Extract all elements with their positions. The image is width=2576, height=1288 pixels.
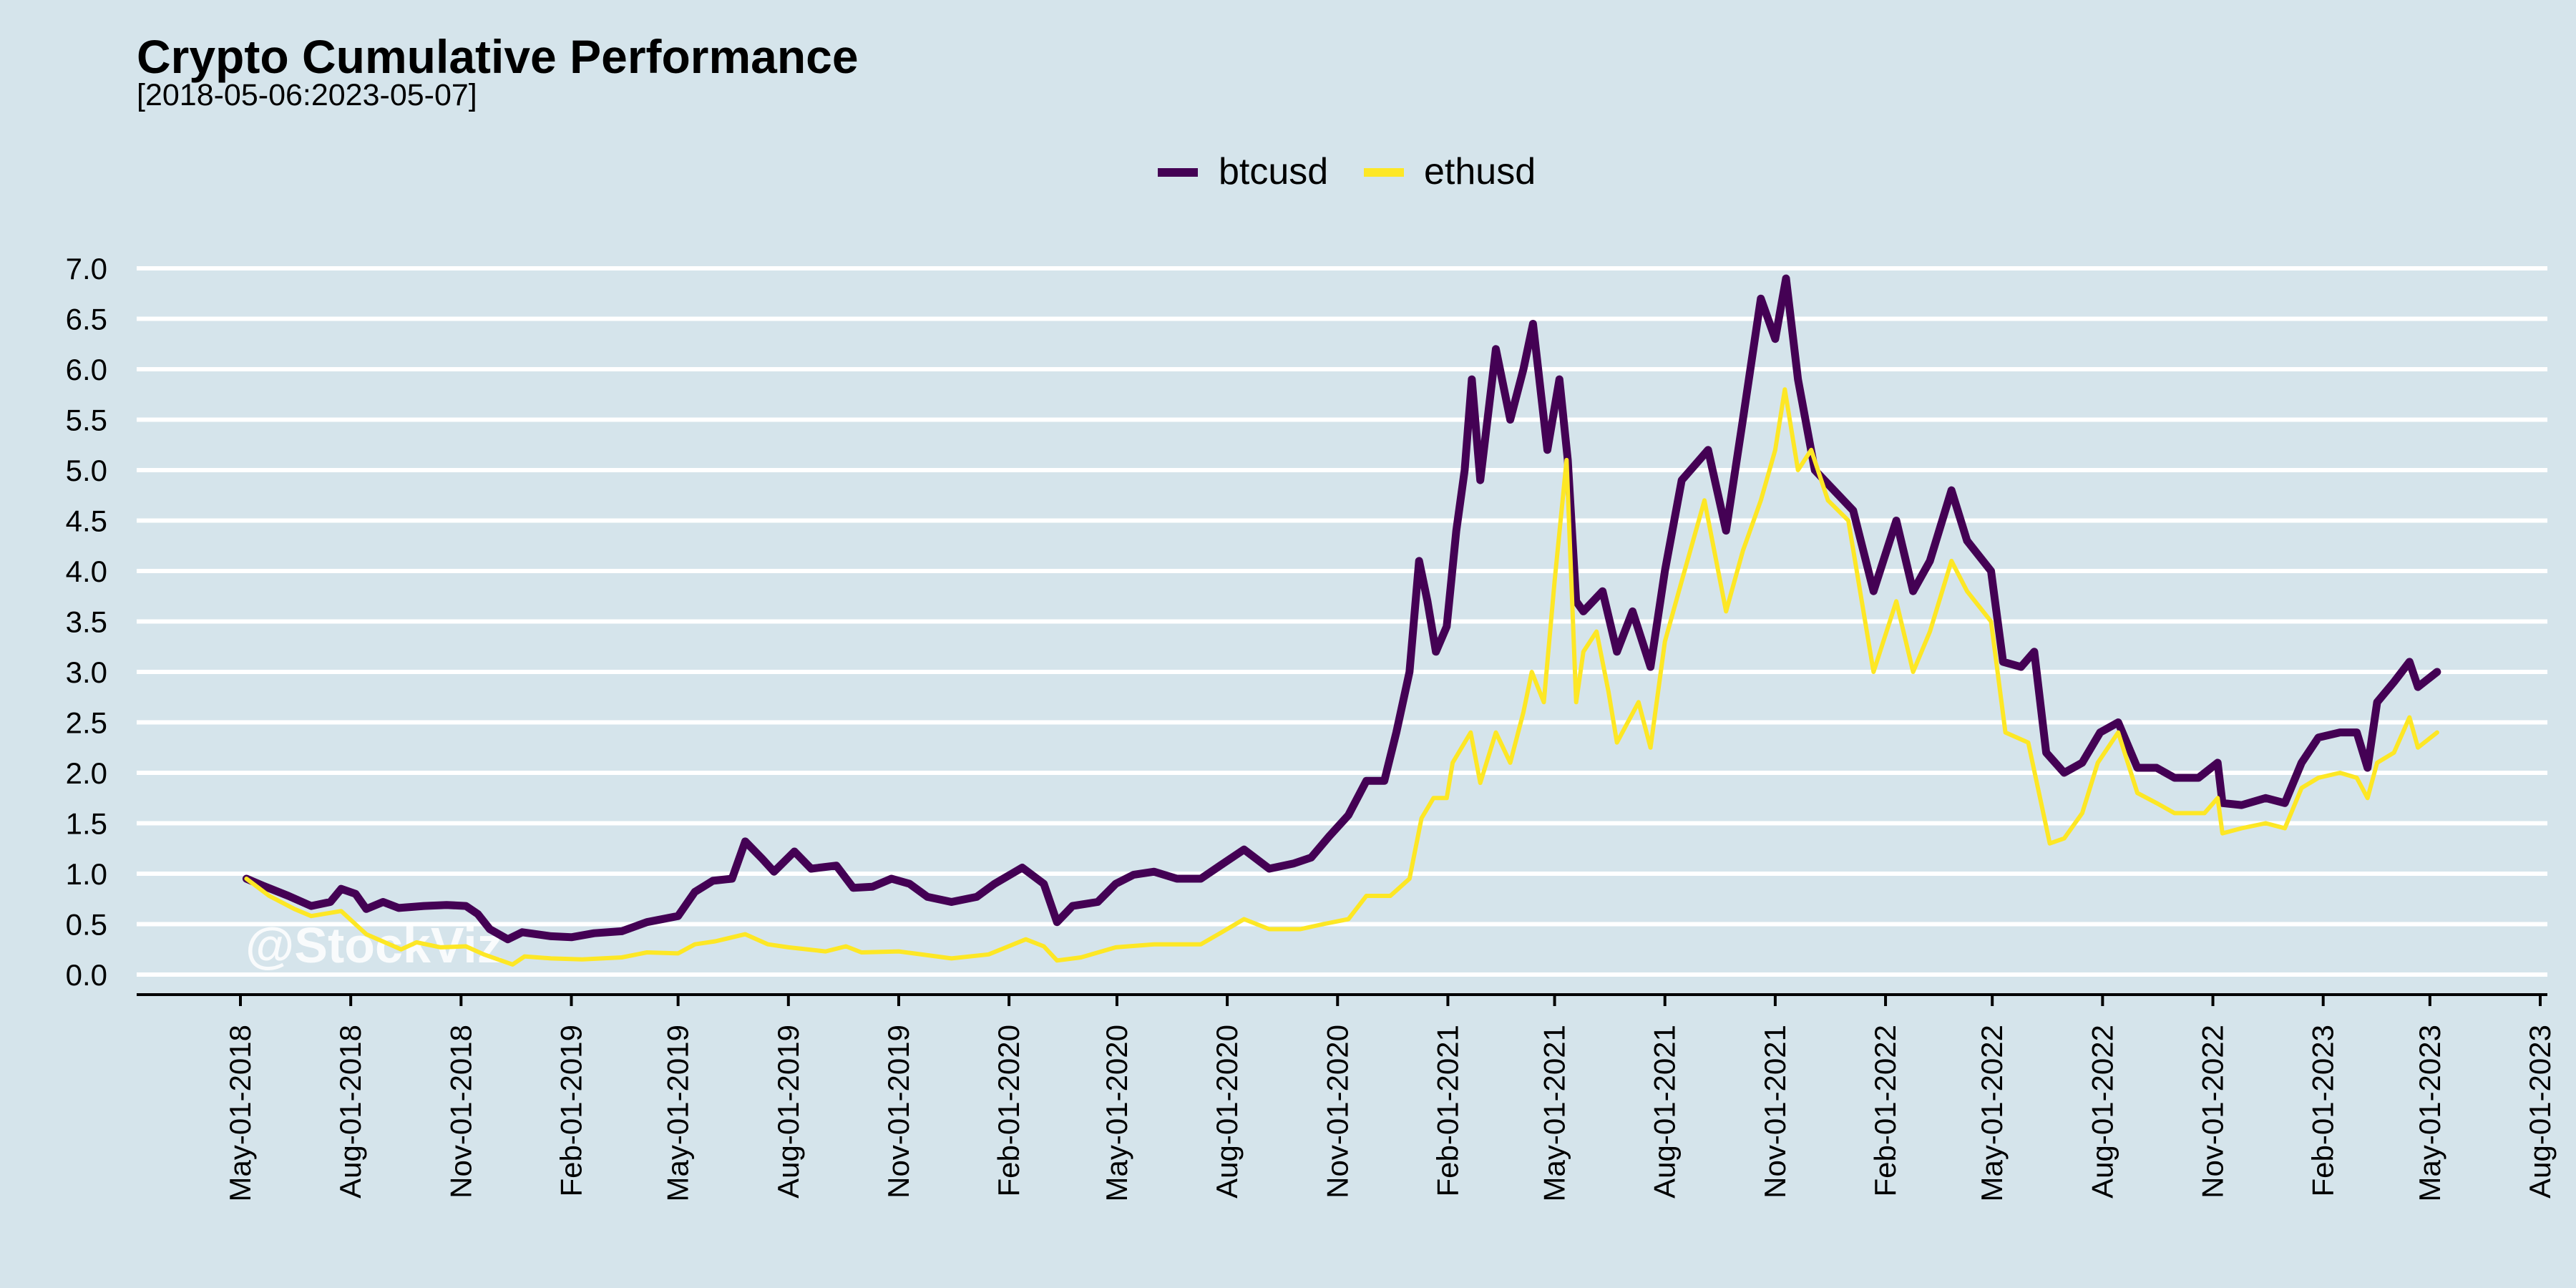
y-tick-label: 0.5: [66, 908, 107, 942]
chart-subtitle: [2018-05-06:2023-05-07]: [137, 78, 477, 112]
y-tick-label: 5.5: [66, 404, 107, 437]
x-tick-label: Feb-01-2023: [2306, 1025, 2340, 1197]
legend-label-btcusd: btcusd: [1219, 151, 1328, 192]
y-tick-label: 6.0: [66, 353, 107, 386]
series-line-btcusd: [242, 274, 2441, 944]
y-tick-label: 5.0: [66, 454, 107, 487]
x-tick-label: Nov-01-2022: [2196, 1025, 2230, 1199]
x-tick-label: Nov-01-2018: [444, 1025, 477, 1199]
y-tick-label: 4.5: [66, 504, 107, 538]
x-tick-label: Aug-01-2020: [1210, 1025, 1244, 1199]
x-tick-label: May-01-2021: [1538, 1025, 1571, 1201]
series-line-ethusd: [244, 387, 2439, 967]
y-tick-label: 2.5: [66, 706, 107, 740]
x-tick-label: Nov-01-2021: [1758, 1025, 1792, 1199]
x-tick-label: May-01-2023: [2413, 1025, 2446, 1201]
x-tick-label: Aug-01-2019: [771, 1025, 805, 1199]
y-tick-label: 3.0: [66, 655, 107, 689]
legend: btcusd ethusd: [1158, 151, 1536, 192]
x-tick-label: Feb-01-2019: [554, 1025, 587, 1197]
x-tick-label: May-01-2020: [1100, 1025, 1133, 1201]
x-axis-labels: May-01-2018 Aug-01-2018 Nov-01-2018 Feb-01-…: [223, 1025, 2557, 1201]
y-tick-label: 6.5: [66, 303, 107, 336]
x-tick-label: May-01-2022: [1975, 1025, 2009, 1201]
grid-lines: [137, 266, 2547, 977]
x-tick-label: Nov-01-2020: [1320, 1025, 1354, 1199]
y-axis-labels: 0.0 0.5 1.0 1.5 2.0 2.5 3.0 3.5 4.0 4.5 5.0 5.5 6.0 6…: [66, 252, 107, 992]
x-tick-label: May-01-2019: [661, 1025, 695, 1201]
x-tick-label: Aug-01-2022: [2085, 1025, 2119, 1199]
y-tick-label: 0.0: [66, 958, 107, 992]
legend-label-ethusd: ethusd: [1424, 151, 1536, 192]
chart-title: Crypto Cumulative Performance: [137, 30, 859, 83]
y-tick-label: 3.5: [66, 605, 107, 639]
x-tick-label: Feb-01-2020: [992, 1025, 1025, 1197]
y-tick-label: 1.0: [66, 857, 107, 891]
x-tick-label: Feb-01-2022: [1868, 1025, 1902, 1197]
y-tick-label: 2.0: [66, 756, 107, 790]
y-tick-label: 7.0: [66, 252, 107, 286]
y-tick-label: 1.5: [66, 807, 107, 841]
x-tick-label: Nov-01-2019: [882, 1025, 915, 1199]
y-tick-label: 4.0: [66, 555, 107, 588]
x-tick-label: Aug-01-2023: [2523, 1025, 2557, 1199]
x-axis: [137, 993, 2547, 1006]
x-tick-label: Feb-01-2021: [1430, 1025, 1464, 1197]
x-tick-label: May-01-2018: [223, 1025, 257, 1201]
x-tick-label: Aug-01-2018: [333, 1025, 367, 1199]
series-lines: [242, 274, 2441, 967]
x-tick-label: Aug-01-2021: [1648, 1025, 1682, 1199]
